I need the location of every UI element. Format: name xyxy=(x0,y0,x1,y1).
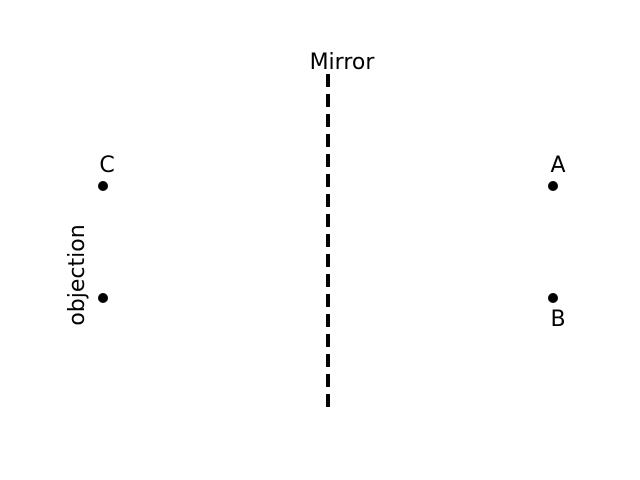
point-a-label: A xyxy=(550,153,565,178)
mirror-label: Mirror xyxy=(310,50,376,75)
point-b-label: B xyxy=(550,307,565,332)
objection-label: objection xyxy=(65,224,90,325)
point-left-lower xyxy=(98,293,108,303)
point-c xyxy=(98,181,108,191)
point-c-label: C xyxy=(99,153,114,178)
point-a xyxy=(548,181,558,191)
point-b xyxy=(548,293,558,303)
